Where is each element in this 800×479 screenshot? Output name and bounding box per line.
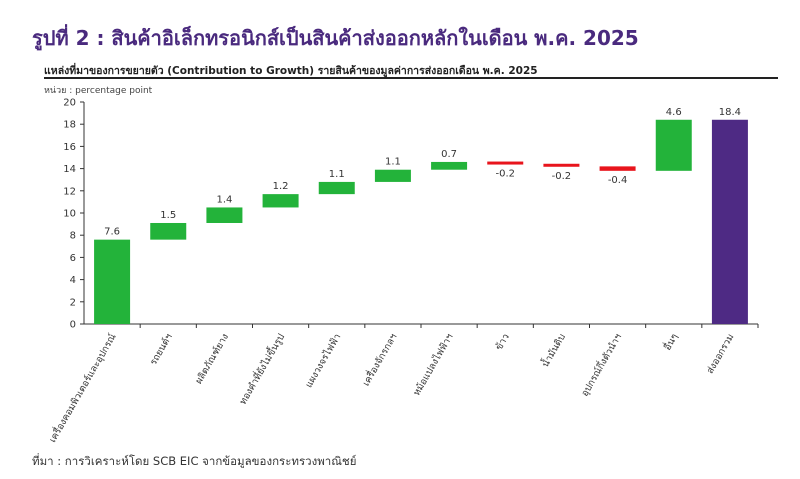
waterfall-bar	[543, 163, 580, 167]
bar-value-label: -0.4	[608, 175, 628, 186]
page-title: รูปที่ 2 : สินค้าอิเล็กทรอนิกส์เป็นสินค้…	[32, 26, 639, 50]
y-tick-label: 8	[70, 231, 76, 242]
waterfall-bar	[655, 119, 692, 171]
bar-value-label: 1.2	[273, 181, 289, 192]
y-tick-label: 12	[63, 186, 76, 197]
y-tick-label: 16	[63, 142, 76, 153]
y-tick-label: 0	[70, 320, 76, 331]
bar-value-label: 18.4	[719, 107, 741, 118]
y-tick-label: 6	[70, 253, 76, 264]
x-category-label: ทองคำที่ยังไม่ขึ้นรูป	[236, 331, 287, 407]
x-category-label: แผงวงจรไฟฟ้า	[303, 332, 344, 390]
x-category-label: อุปกรณ์กึ่งตัวนำฯ	[578, 331, 624, 399]
bar-value-label: 1.4	[216, 194, 232, 205]
y-tick-label: 2	[70, 297, 76, 308]
bar-value-label: 1.1	[329, 169, 345, 180]
x-category-label: รถยนต์ฯ	[147, 332, 175, 368]
y-tick-label: 4	[70, 275, 76, 286]
title-divider	[44, 77, 778, 79]
waterfall-bar	[150, 222, 187, 240]
x-category-label: น้ำมันดิบ	[538, 331, 568, 369]
bar-value-label: -0.2	[495, 169, 515, 180]
bar-value-label: 1.5	[160, 210, 176, 221]
waterfall-bar	[262, 194, 299, 208]
y-axis-unit-label: หน่วย : percentage point	[44, 86, 153, 96]
source-note: ที่มา : การวิเคราะห์โดย SCB EIC จากข้อมู…	[32, 454, 357, 468]
bar-value-label: 7.6	[104, 227, 120, 238]
bar-value-label: 4.6	[666, 107, 682, 118]
y-tick-label: 18	[63, 120, 76, 131]
bar-value-label: -0.2	[552, 171, 572, 182]
waterfall-bar	[318, 181, 355, 195]
x-category-label: หม้อแปลงไฟฟ้าฯ	[410, 332, 455, 398]
chart-title: แหล่งที่มาของการขยายตัว (Contribution to…	[44, 65, 538, 77]
waterfall-bar	[711, 119, 748, 324]
x-category-label: ส่งออกรวม	[705, 332, 737, 376]
x-category-label: ข้าว	[494, 332, 512, 352]
bar-value-label: 0.7	[441, 149, 457, 160]
waterfall-bar	[94, 239, 131, 324]
waterfall-bar	[487, 161, 524, 165]
x-category-label: เครื่องคอมพิวเตอร์และอุปกรณ์	[46, 331, 119, 445]
waterfall-bar	[374, 169, 411, 182]
y-tick-label: 14	[63, 164, 76, 175]
x-category-label: เครื่องจักรกลฯ	[359, 331, 399, 388]
x-category-label: อื่นๆ	[660, 331, 680, 353]
waterfall-bar	[206, 207, 243, 223]
x-category-label: ผลิตภัณฑ์ยาง	[193, 332, 231, 387]
bar-value-label: 1.1	[385, 157, 401, 168]
waterfall-bar	[431, 161, 468, 170]
y-tick-label: 20	[63, 98, 76, 109]
y-tick-label: 10	[63, 209, 76, 220]
waterfall-bar	[599, 166, 636, 171]
